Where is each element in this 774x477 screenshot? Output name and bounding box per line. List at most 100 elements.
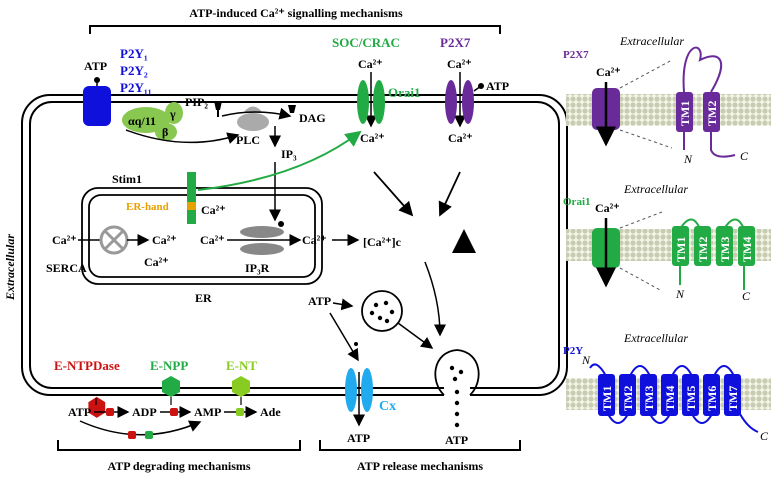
plc-enzyme [237, 113, 269, 131]
g-to-plc-arrow [125, 129, 240, 144]
atp-exocytosis-label: ATP [445, 433, 468, 447]
er-hand-label: ER-hand [126, 201, 169, 213]
entpdase-label: E-NTPDase [54, 358, 120, 373]
panel-p2x7-extracellular: Extracellular [619, 34, 684, 48]
ca-er-lumen: Ca²⁺ [144, 255, 169, 269]
panel-p2y-n: N [581, 353, 591, 367]
g-gamma [165, 102, 183, 124]
er-hand-domain [187, 202, 196, 210]
ip3r-upper [240, 226, 284, 238]
panel-p2y-tm3-label: TM3 [642, 386, 656, 411]
stim1-label: Stim1 [112, 172, 142, 186]
ca-ip3r-right: Ca²⁺ [302, 233, 327, 247]
g-beta [155, 123, 177, 141]
atp-cx-label: ATP [347, 431, 370, 445]
panel-orai-title: Orai1 [563, 196, 591, 208]
ip3r-label: IP₃R [245, 261, 270, 275]
serca-label: SERCA [46, 261, 87, 275]
atp-vesicle [361, 290, 403, 332]
cell-inner-membrane [29, 101, 560, 389]
p2x7-channel-left [445, 80, 457, 124]
stim1-to-orai-arrow [197, 130, 362, 191]
atp-deg-label: ATP [68, 405, 91, 419]
ade-label: Ade [260, 405, 281, 419]
enpp-label: E-NPP [150, 358, 188, 373]
panel-p2x7-tm2-label: TM2 [705, 101, 719, 126]
cx-channel-left [345, 368, 357, 412]
panel-p2y-tm5 [682, 374, 699, 416]
ca-p2x7-top: Ca²⁺ [447, 57, 472, 71]
panel-p2y-tm5-label: TM5 [684, 386, 698, 411]
ip3-label: IP₃ [281, 147, 297, 161]
p2x7-channel-right [462, 80, 474, 124]
ca-orai-bottom: Ca²⁺ [360, 131, 385, 145]
atp-label-p2y: ATP [84, 59, 107, 73]
plc-label: PLC [236, 133, 260, 147]
panel-p2x7-n: N [683, 152, 693, 166]
p2y1-label: P2Y₁ [120, 46, 148, 61]
p2x7-label: P2X7 [440, 35, 471, 50]
panel-orai-tm2 [694, 226, 711, 266]
pip2-glyph [214, 101, 222, 110]
panel-p2x7-ca: Ca²⁺ [596, 65, 621, 79]
signalling-bracket [89, 25, 501, 34]
pip2-to-dag-arrow [221, 107, 292, 120]
ent-label: E-NT [226, 358, 257, 373]
g-alpha-label: αq/11 [128, 114, 156, 128]
atp-release-label: ATP [308, 294, 331, 308]
p2x7-to-cytosol-arrow [438, 171, 461, 217]
panel-p2y-tm1-label: TM1 [600, 386, 614, 411]
ca-stim1: Ca²⁺ [201, 203, 226, 217]
release-heading: ATP release mechanisms [357, 459, 484, 473]
er-outer [81, 187, 323, 285]
orai1-label: Orai1 [388, 85, 421, 100]
ca-p2x7-bottom: Ca²⁺ [448, 131, 473, 145]
panel-orai-extracellular: Extracellular [623, 182, 688, 196]
panel-p2y-tm4-label: TM4 [663, 386, 677, 411]
cytosolic-ca-label: [Ca²⁺]c [363, 235, 402, 249]
p2y-receptor [83, 86, 111, 126]
release-bracket [319, 440, 521, 451]
orai1-channel-right [373, 80, 385, 124]
panel-orai-tm1 [672, 226, 689, 266]
panel-p2y-tm7-label: TM7 [726, 386, 740, 411]
panel-orai-tm3-label: TM3 [718, 237, 732, 262]
g-beta-label: β [162, 125, 168, 139]
degrading-heading: ATP degrading mechanisms [107, 459, 250, 473]
panel-orai-tm4 [738, 226, 755, 266]
panel-orai-tm3 [716, 226, 733, 266]
ip3r-lower [240, 243, 284, 255]
panel-orai-tm2-label: TM2 [696, 237, 710, 262]
panel-orai-tm4-label: TM4 [740, 237, 754, 262]
fusing-vesicle [434, 349, 480, 396]
ca-serca-right: Ca²⁺ [152, 233, 177, 247]
panel-p2x7-c: C [740, 149, 749, 163]
enpp-hexagon [162, 376, 180, 397]
degrading-bracket [57, 440, 301, 451]
ca-ip3r-left: Ca²⁺ [200, 233, 225, 247]
panel-p2y-tm4 [661, 374, 678, 416]
ca-orai-top: Ca²⁺ [358, 57, 383, 71]
panel-orai-ca: Ca²⁺ [595, 201, 620, 215]
panel-p2y-tm3 [640, 374, 657, 416]
panel-p2x7-title: P2X7 [563, 49, 589, 61]
ip3-bound-dot [278, 221, 284, 227]
atp-to-amp-bypass [79, 420, 202, 436]
p2y2-label: P2Y₂ [120, 63, 148, 78]
ent-hexagon [232, 376, 250, 397]
g-gamma-label: γ [169, 107, 176, 121]
stim1-protein [187, 172, 196, 224]
amp-label: AMP [194, 405, 221, 419]
p2y11-label: P2Y₁₁ [120, 80, 152, 95]
panel-p2y-tm1 [598, 374, 615, 416]
extracellular-label: Extracellular [3, 234, 17, 301]
ca-serca-left: Ca²⁺ [52, 233, 77, 247]
panel-p2x7-tm2 [703, 92, 720, 132]
panel-orai-c: C [742, 289, 751, 303]
orai1-channel-left [357, 80, 369, 124]
panel-orai-tm1-label: TM1 [674, 237, 688, 262]
soc-crac-label: SOC/CRAC [332, 35, 400, 50]
panel-orai-n: N [675, 287, 685, 301]
cx-label: Cx [379, 399, 396, 414]
panel-p2y-tm6-label: TM6 [705, 386, 719, 411]
